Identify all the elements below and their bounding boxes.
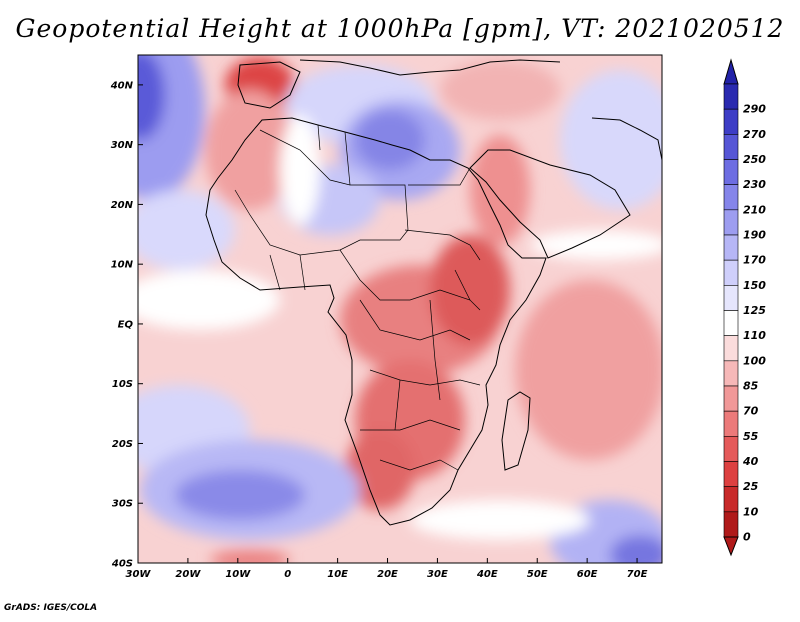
colorbar-label: 85 <box>743 380 759 393</box>
longitude-labels: 30W 20W 10W 0 10E 20E 30E 40E 50E 60E 70E <box>126 558 648 580</box>
colorbar-label: 270 <box>743 128 766 141</box>
colorbar-label: 125 <box>743 304 766 317</box>
lat-label: EQ <box>118 319 134 330</box>
colorbar-swatch <box>723 335 739 362</box>
map-frame <box>137 54 663 564</box>
coastlines <box>205 59 662 526</box>
colorbar-swatch <box>723 83 739 110</box>
colorbar-label: 290 <box>743 103 766 116</box>
colorbar-swatch <box>723 385 739 412</box>
colorbar-swatch <box>723 461 739 487</box>
lon-label: 30W <box>126 569 152 580</box>
colorbar-label: 150 <box>743 279 766 292</box>
colorbar-label: 0 <box>743 531 751 544</box>
lon-label: 10E <box>327 569 348 580</box>
colorbar-label: 70 <box>743 405 759 418</box>
colorbar-label: 190 <box>743 229 766 242</box>
lat-label: 20N <box>111 200 134 211</box>
colorbar-swatch <box>723 209 739 236</box>
lat-label: 40N <box>110 80 134 91</box>
colorbar-swatch <box>723 259 739 286</box>
colorbar: 2902702502302101901701501251101008570554… <box>723 58 766 557</box>
colorbar-swatch <box>723 184 739 211</box>
lon-label: 50E <box>527 569 548 580</box>
colorbar-high-arrow <box>723 58 739 85</box>
lon-label: 70E <box>627 569 648 580</box>
colorbar-swatch <box>723 360 739 387</box>
colorbar-swatch <box>723 234 739 261</box>
lon-label: 30E <box>427 569 448 580</box>
colorbar-label: 230 <box>743 178 766 191</box>
colorbar-swatch <box>723 436 739 462</box>
colorbar-swatch <box>723 410 739 437</box>
colorbar-swatch <box>723 285 739 311</box>
lat-label: 10S <box>112 379 133 390</box>
colorbar-swatch <box>723 486 739 513</box>
colorbar-swatch <box>723 511 739 538</box>
colorbar-low-arrow <box>723 536 739 557</box>
height-field <box>138 55 662 563</box>
colorbar-label: 250 <box>743 153 766 166</box>
lat-label: 40S <box>111 559 133 570</box>
colorbar-label: 10 <box>743 505 759 518</box>
latitude-labels: 40N 30N 20N 10N EQ 10S 20S 30S 40S <box>110 80 143 570</box>
lat-label: 30S <box>112 499 133 510</box>
map-title: Geopotential Height at 1000hPa [gpm], VT… <box>15 14 785 43</box>
colorbar-swatch <box>723 159 739 185</box>
lon-label: 60E <box>577 569 598 580</box>
lon-label: 0 <box>284 569 291 580</box>
lon-label: 20W <box>175 569 201 580</box>
lat-label: 20S <box>112 439 133 450</box>
lon-label: 20E <box>377 569 398 580</box>
colorbar-swatch <box>723 134 739 160</box>
colorbar-label: 25 <box>743 480 759 493</box>
colorbar-swatch <box>723 108 739 135</box>
colorbar-label: 110 <box>743 329 766 342</box>
lon-label: 10W <box>225 569 251 580</box>
colorbar-label: 170 <box>743 254 766 267</box>
lat-label: 10N <box>111 260 134 271</box>
colorbar-label: 210 <box>743 203 766 216</box>
country-borders <box>234 124 481 471</box>
lat-label: 30N <box>111 140 134 151</box>
colorbar-label: 100 <box>743 354 766 367</box>
colorbar-label: 40 <box>742 455 759 468</box>
colorbar-swatch <box>723 310 739 336</box>
colorbar-label: 55 <box>743 430 759 443</box>
credit-text: GrADS: IGES/COLA <box>4 603 98 613</box>
lon-label: 40E <box>476 569 498 580</box>
